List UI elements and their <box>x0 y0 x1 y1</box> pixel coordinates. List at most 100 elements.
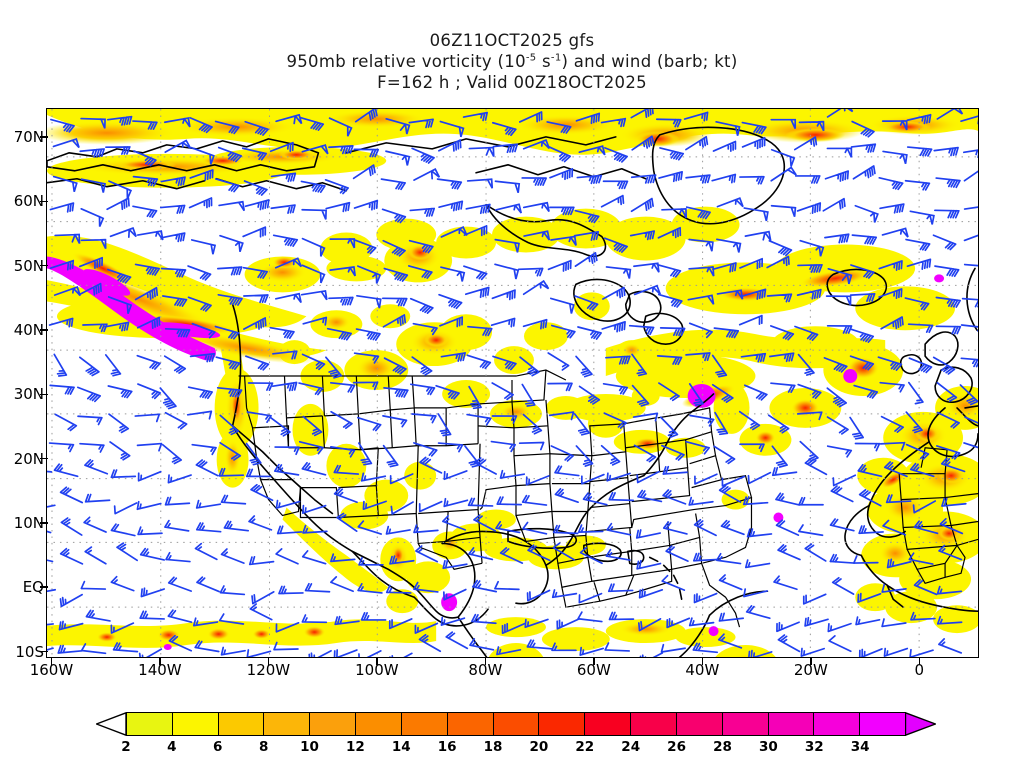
wind-barb <box>551 642 577 652</box>
wind-barb <box>79 148 105 158</box>
wind-barb <box>963 234 978 242</box>
wind-barb <box>606 472 631 482</box>
wind-barb <box>858 648 883 657</box>
wind-barb <box>49 259 75 271</box>
wind-barb <box>192 617 219 627</box>
wind-barb <box>741 288 767 300</box>
wind-barb <box>159 387 177 410</box>
wind-barb <box>879 441 906 451</box>
wind-barb <box>905 238 931 252</box>
wind-barb <box>830 485 854 503</box>
wind-barb <box>243 294 269 304</box>
wind-barb <box>469 638 495 651</box>
wind-barb <box>52 175 78 193</box>
wind-barb <box>408 239 434 254</box>
wind-barb <box>694 473 718 485</box>
wind-barb <box>905 443 930 461</box>
colorbar-cell <box>264 713 311 735</box>
wind-barb <box>249 603 273 621</box>
wind-barb <box>330 576 354 593</box>
wind-barb <box>218 613 245 625</box>
wind-barb <box>220 646 246 656</box>
wind-barb <box>334 615 360 626</box>
wind-barb <box>551 589 578 599</box>
wind-barb <box>885 494 912 504</box>
wind-barb <box>132 175 159 187</box>
wind-barb <box>328 296 354 306</box>
wind-barb <box>83 516 107 533</box>
wind-barb <box>390 501 414 515</box>
wind-barb <box>355 328 381 341</box>
wind-barbs-layer <box>47 109 978 657</box>
x-axis-tick-mark <box>810 658 812 665</box>
wind-barb <box>388 618 413 630</box>
wind-barb <box>137 470 162 482</box>
wind-barb <box>828 635 852 653</box>
wind-barb <box>490 317 516 328</box>
wind-barb <box>804 616 829 627</box>
wind-barb <box>308 649 332 657</box>
wind-barb <box>880 316 904 330</box>
wind-barb <box>776 621 800 633</box>
wind-barb <box>160 232 186 243</box>
colorbar-cell <box>722 713 769 735</box>
wind-barb <box>164 519 190 532</box>
wind-barb <box>214 325 240 340</box>
wind-barb <box>909 462 935 478</box>
wind-barb <box>298 440 324 455</box>
title-line-model: 06Z11OCT2025 gfs <box>429 31 595 50</box>
wind-barb <box>800 647 825 657</box>
wind-barb <box>383 387 409 398</box>
wind-barb <box>688 266 715 277</box>
wind-barb <box>439 316 464 328</box>
wind-barb <box>220 494 247 505</box>
wind-barb <box>711 354 728 378</box>
wind-barb <box>796 288 822 300</box>
y-axis-tick-mark <box>40 264 48 267</box>
wind-barb <box>685 206 711 220</box>
colorbar-cell <box>539 713 586 735</box>
wind-barb <box>548 411 575 421</box>
wind-barb <box>50 118 75 133</box>
wind-barb <box>738 410 761 431</box>
wind-barb <box>881 583 907 593</box>
wind-barb <box>491 382 514 401</box>
wind-barb <box>739 175 765 185</box>
wind-barb <box>556 617 581 630</box>
wind-barb <box>352 238 377 255</box>
wind-barb <box>688 238 714 252</box>
wind-barb <box>414 622 439 634</box>
wind-barb <box>466 354 492 370</box>
wind-barb <box>802 593 827 605</box>
wind-barb <box>442 559 468 570</box>
wind-barb <box>878 260 903 271</box>
wind-barb <box>629 230 656 241</box>
wind-barb <box>299 116 325 131</box>
x-axis-tick-label: 20W <box>793 661 828 679</box>
wind-barb <box>582 492 608 506</box>
wind-barb <box>804 457 828 476</box>
wind-barb <box>522 521 548 535</box>
wind-barb <box>440 266 466 282</box>
wind-barb <box>685 135 709 151</box>
wind-barb <box>380 178 406 191</box>
wind-barb <box>909 648 934 657</box>
wind-barb <box>832 474 857 487</box>
wind-barb <box>106 197 130 211</box>
wind-barb <box>190 146 215 165</box>
wind-barb <box>274 292 302 304</box>
wind-barb <box>462 111 489 122</box>
wind-barb <box>550 235 577 246</box>
wind-barb <box>628 324 655 336</box>
wind-barb <box>132 150 157 167</box>
wind-barb <box>688 322 713 339</box>
wind-barb <box>857 463 883 478</box>
wind-barb <box>910 611 936 621</box>
wind-barb <box>941 497 967 507</box>
wind-barb <box>711 383 734 403</box>
wind-barb <box>187 296 212 312</box>
wind-barb <box>793 136 818 151</box>
wind-barb <box>906 258 932 270</box>
wind-barb <box>408 118 434 129</box>
wind-barb <box>712 262 737 273</box>
